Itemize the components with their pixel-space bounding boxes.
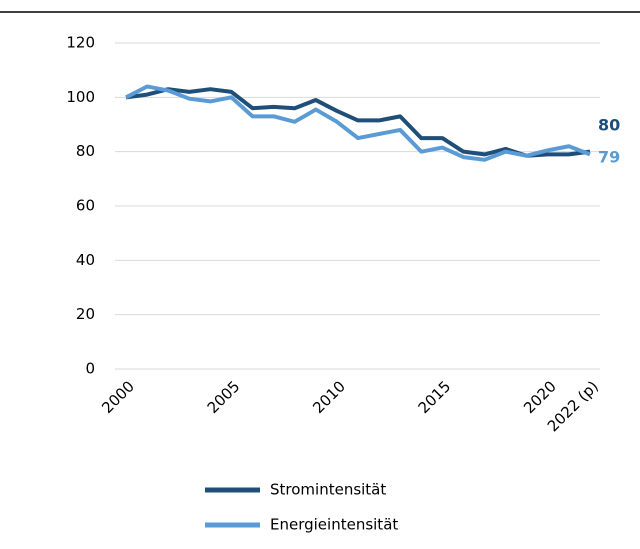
y-tick-label: 40: [76, 251, 95, 269]
y-tick-label: 120: [66, 34, 95, 52]
x-tick-label: 2020: [520, 377, 560, 417]
legend-label: Energieintensität: [270, 516, 398, 534]
y-tick-label: 80: [76, 142, 95, 160]
end-label: 79: [598, 148, 620, 167]
x-tick-label: 2010: [309, 377, 349, 417]
y-tick-label: 100: [66, 88, 95, 106]
y-tick-label: 0: [85, 360, 95, 378]
legend-label: Stromintensität: [270, 481, 386, 499]
y-tick-label: 20: [76, 305, 95, 323]
end-label: 80: [598, 116, 620, 135]
x-tick-label: 2015: [415, 377, 455, 417]
line: [125, 84, 591, 162]
x-tick-label: 2005: [204, 377, 244, 417]
y-tick-label: 60: [76, 197, 95, 215]
x-tick-label: 2000: [98, 377, 138, 417]
